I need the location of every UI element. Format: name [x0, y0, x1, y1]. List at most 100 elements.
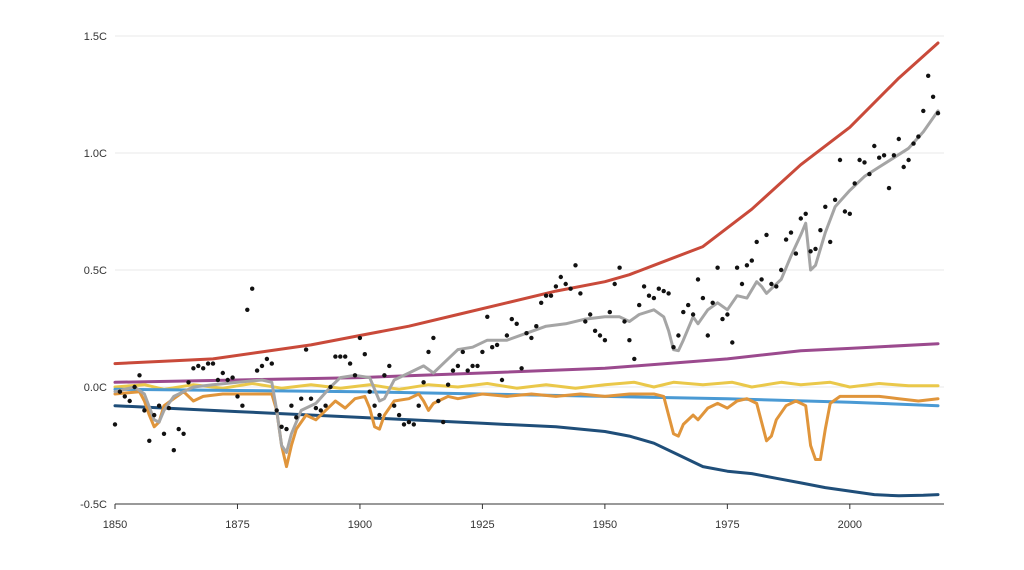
observation-point: [592, 328, 598, 333]
observation-point: [911, 141, 916, 146]
observation-point: [137, 373, 142, 378]
observation-point: [837, 157, 843, 163]
observation-point: [930, 94, 936, 100]
observation-point: [715, 265, 720, 270]
observation-point: [808, 249, 813, 254]
x-tick-label: 1975: [715, 519, 739, 531]
x-axis-tick-labels: 1850 1875 1900 1925 1950 1975 2000: [103, 519, 862, 531]
observation-point: [377, 412, 382, 418]
observation-point: [641, 284, 647, 289]
x-tick-label: 1850: [103, 519, 127, 531]
observation-point: [445, 382, 451, 387]
x-tick-label: 1950: [593, 519, 617, 531]
observation-point: [529, 335, 534, 341]
observation-point: [632, 356, 637, 362]
observation-point: [205, 361, 211, 366]
observation-point: [573, 263, 578, 268]
observation-point: [166, 405, 172, 411]
observation-point: [455, 363, 461, 369]
observation-point: [720, 316, 725, 322]
observation-point: [294, 415, 299, 420]
grid-lines: [115, 35, 944, 388]
observation-point: [328, 384, 333, 390]
observation-point: [347, 361, 353, 366]
x-axis: [114, 503, 944, 509]
observation-point: [886, 185, 892, 191]
series-line-purple: [113, 342, 940, 384]
x-tick-label: 1900: [348, 519, 372, 531]
observation-point: [191, 366, 196, 371]
observation-point: [436, 398, 441, 404]
observation-point: [877, 155, 882, 160]
x-tick-label: 2000: [838, 519, 862, 531]
observation-point: [607, 309, 612, 315]
observation-point: [852, 181, 857, 186]
observation-point: [847, 211, 852, 216]
observation-point: [519, 366, 524, 371]
observation-point: [494, 342, 500, 348]
y-tick-label: 0.0C: [84, 382, 107, 394]
observation-point: [916, 134, 921, 139]
observation-point: [225, 377, 230, 383]
observation-point: [754, 239, 759, 245]
observation-point: [475, 363, 480, 369]
observation-point: [201, 366, 206, 371]
observation-point: [759, 277, 764, 282]
observation-point: [695, 277, 701, 282]
observation-point: [558, 274, 563, 280]
observation-point: [553, 284, 559, 289]
observation-point: [617, 265, 622, 270]
observation-point: [823, 204, 828, 209]
observation-point: [872, 143, 877, 149]
observation-point: [539, 300, 544, 305]
observation-point: [382, 373, 387, 378]
observation-point: [357, 335, 363, 341]
observation-point: [279, 424, 284, 429]
observation-point: [686, 302, 691, 308]
observation-point: [245, 307, 250, 312]
observation-point: [338, 354, 343, 359]
observation-point: [666, 291, 671, 296]
observation-point: [117, 389, 123, 394]
series-lines: [113, 41, 940, 498]
observation-point: [793, 251, 799, 256]
y-tick-label: 1.5C: [84, 31, 107, 43]
observation-point: [906, 157, 911, 163]
observation-point: [583, 319, 588, 324]
observation-point: [426, 349, 431, 355]
x-tick-label: 1875: [225, 519, 249, 531]
observation-point: [362, 352, 367, 357]
series-line-red: [113, 41, 940, 366]
observation-point: [764, 232, 769, 238]
observation-point: [411, 422, 416, 427]
y-axis-tick-labels: 1.5C 1.0C 0.5C 0.0C -0.5C: [80, 31, 107, 511]
observation-point: [156, 403, 162, 408]
observation-point: [333, 354, 338, 359]
observation-point: [401, 422, 407, 427]
observation-point: [431, 335, 436, 341]
observation-point: [862, 160, 867, 165]
observation-point: [112, 422, 118, 427]
observation-point: [313, 405, 319, 411]
observation-point: [749, 258, 754, 263]
observation-point: [818, 228, 823, 233]
observation-point: [813, 246, 818, 252]
observation-point: [499, 377, 505, 383]
observation-point: [725, 312, 730, 317]
observation-point: [681, 309, 686, 315]
observation-point: [259, 363, 265, 369]
observation-point: [372, 403, 377, 408]
observation-point: [568, 286, 573, 291]
observation-point: [480, 349, 485, 355]
observation-point: [122, 394, 128, 399]
series-line-navy: [113, 404, 940, 498]
observation-point: [323, 403, 328, 408]
observation-point: [676, 333, 681, 338]
observation-point: [690, 312, 696, 317]
observation-point: [230, 375, 235, 380]
observation-point: [470, 363, 475, 369]
observation-point: [543, 293, 549, 298]
observation-point: [509, 316, 514, 322]
observation-point: [896, 136, 901, 142]
observation-point: [392, 403, 397, 408]
